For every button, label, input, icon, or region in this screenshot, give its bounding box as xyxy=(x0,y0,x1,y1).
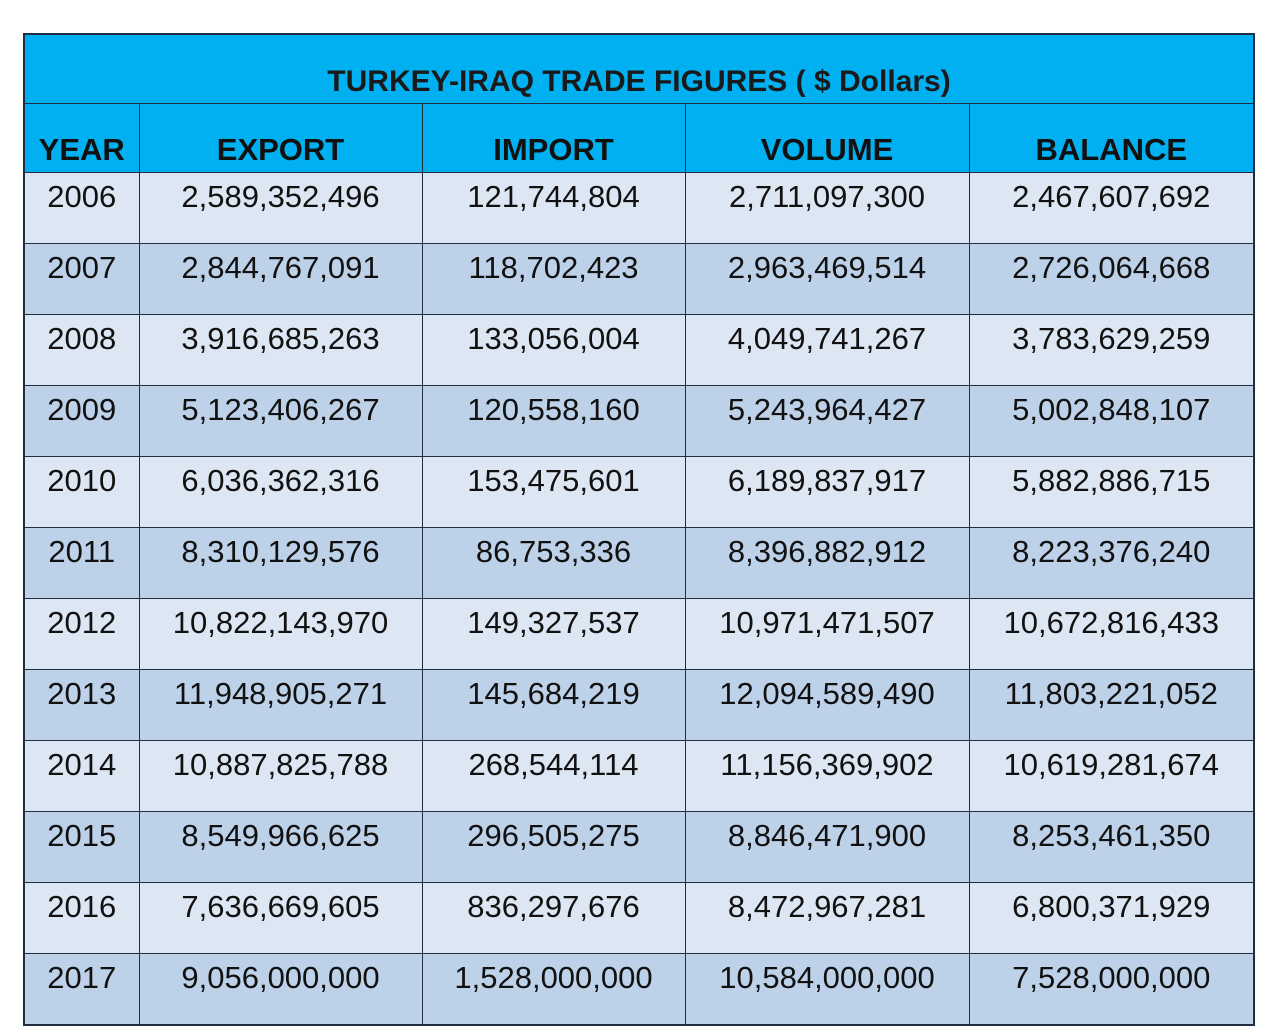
import-cell: 149,327,537 xyxy=(421,598,686,670)
column-header-volume: VOLUME xyxy=(684,103,970,173)
balance-cell: 8,253,461,350 xyxy=(968,811,1255,883)
column-header-import: IMPORT xyxy=(421,103,686,173)
balance-cell: 10,619,281,674 xyxy=(968,740,1255,812)
export-cell: 10,822,143,970 xyxy=(138,598,423,670)
import-cell: 145,684,219 xyxy=(421,669,686,741)
trade-figures-table: TURKEY-IRAQ TRADE FIGURES ( $ Dollars) Y… xyxy=(23,33,1256,1026)
import-cell: 268,544,114 xyxy=(421,740,686,812)
import-cell: 120,558,160 xyxy=(421,385,686,457)
year-cell: 2014 xyxy=(23,740,140,812)
column-header-export: EXPORT xyxy=(138,103,423,173)
table-row: 2016 7,636,669,605 836,297,676 8,472,967,28… xyxy=(23,882,1255,954)
export-cell: 8,549,966,625 xyxy=(138,811,423,883)
header-row: YEAR EXPORT IMPORT VOLUME BALANCE xyxy=(23,103,1255,173)
year-cell: 2011 xyxy=(23,527,140,599)
year-cell: 2013 xyxy=(23,669,140,741)
export-cell: 6,036,362,316 xyxy=(138,456,423,528)
export-cell: 2,589,352,496 xyxy=(138,172,423,244)
balance-cell: 2,467,607,692 xyxy=(968,172,1255,244)
import-cell: 296,505,275 xyxy=(421,811,686,883)
export-cell: 7,636,669,605 xyxy=(138,882,423,954)
import-cell: 121,744,804 xyxy=(421,172,686,244)
year-cell: 2006 xyxy=(23,172,140,244)
volume-cell: 2,963,469,514 xyxy=(684,243,970,315)
export-cell: 5,123,406,267 xyxy=(138,385,423,457)
balance-cell: 7,528,000,000 xyxy=(968,953,1255,1026)
volume-cell: 2,711,097,300 xyxy=(684,172,970,244)
volume-cell: 10,584,000,000 xyxy=(684,953,970,1026)
balance-cell: 10,672,816,433 xyxy=(968,598,1255,670)
table-row: 2017 9,056,000,000 1,528,000,000 10,584,000… xyxy=(23,953,1255,1026)
export-cell: 8,310,129,576 xyxy=(138,527,423,599)
balance-cell: 2,726,064,668 xyxy=(968,243,1255,315)
import-cell: 86,753,336 xyxy=(421,527,686,599)
column-header-year: YEAR xyxy=(23,103,140,173)
title-row: TURKEY-IRAQ TRADE FIGURES ( $ Dollars) xyxy=(24,34,1255,104)
year-cell: 2007 xyxy=(23,243,140,315)
year-cell: 2008 xyxy=(23,314,140,386)
table-body: 2006 2,589,352,496 121,744,804 2,711,097,30… xyxy=(23,172,1255,1026)
balance-cell: 8,223,376,240 xyxy=(968,527,1255,599)
volume-cell: 4,049,741,267 xyxy=(684,314,970,386)
volume-cell: 11,156,369,902 xyxy=(684,740,970,812)
volume-cell: 5,243,964,427 xyxy=(684,385,970,457)
volume-cell: 6,189,837,917 xyxy=(684,456,970,528)
volume-cell: 10,971,471,507 xyxy=(684,598,970,670)
table-row: 2011 8,310,129,576 86,753,336 8,396,882,912… xyxy=(23,527,1255,599)
column-header-balance: BALANCE xyxy=(968,103,1255,173)
table-row: 2006 2,589,352,496 121,744,804 2,711,097,30… xyxy=(23,172,1255,244)
year-cell: 2015 xyxy=(23,811,140,883)
table-title: TURKEY-IRAQ TRADE FIGURES ( $ Dollars) xyxy=(24,34,1255,104)
table-row: 2008 3,916,685,263 133,056,004 4,049,741,26… xyxy=(23,314,1255,386)
year-cell: 2010 xyxy=(23,456,140,528)
table-row: 2013 11,948,905,271 145,684,219 12,094,589,… xyxy=(23,669,1255,741)
table-row: 2010 6,036,362,316 153,475,601 6,189,837,91… xyxy=(23,456,1255,528)
table-row: 2012 10,822,143,970 149,327,537 10,971,471,… xyxy=(23,598,1255,670)
import-cell: 118,702,423 xyxy=(421,243,686,315)
table-row: 2007 2,844,767,091 118,702,423 2,963,469,51… xyxy=(23,243,1255,315)
volume-cell: 12,094,589,490 xyxy=(684,669,970,741)
import-cell: 836,297,676 xyxy=(421,882,686,954)
export-cell: 9,056,000,000 xyxy=(138,953,423,1026)
balance-cell: 6,800,371,929 xyxy=(968,882,1255,954)
volume-cell: 8,396,882,912 xyxy=(684,527,970,599)
export-cell: 10,887,825,788 xyxy=(138,740,423,812)
year-cell: 2016 xyxy=(23,882,140,954)
export-cell: 3,916,685,263 xyxy=(138,314,423,386)
balance-cell: 5,882,886,715 xyxy=(968,456,1255,528)
import-cell: 133,056,004 xyxy=(421,314,686,386)
import-cell: 153,475,601 xyxy=(421,456,686,528)
year-cell: 2009 xyxy=(23,385,140,457)
year-cell: 2017 xyxy=(23,953,140,1026)
balance-cell: 3,783,629,259 xyxy=(968,314,1255,386)
export-cell: 2,844,767,091 xyxy=(138,243,423,315)
year-cell: 2012 xyxy=(23,598,140,670)
volume-cell: 8,846,471,900 xyxy=(684,811,970,883)
export-cell: 11,948,905,271 xyxy=(138,669,423,741)
table-row: 2015 8,549,966,625 296,505,275 8,846,471,90… xyxy=(23,811,1255,883)
table-row: 2014 10,887,825,788 268,544,114 11,156,369,… xyxy=(23,740,1255,812)
balance-cell: 11,803,221,052 xyxy=(968,669,1255,741)
table-row: 2009 5,123,406,267 120,558,160 5,243,964,42… xyxy=(23,385,1255,457)
volume-cell: 8,472,967,281 xyxy=(684,882,970,954)
import-cell: 1,528,000,000 xyxy=(421,953,686,1026)
balance-cell: 5,002,848,107 xyxy=(968,385,1255,457)
